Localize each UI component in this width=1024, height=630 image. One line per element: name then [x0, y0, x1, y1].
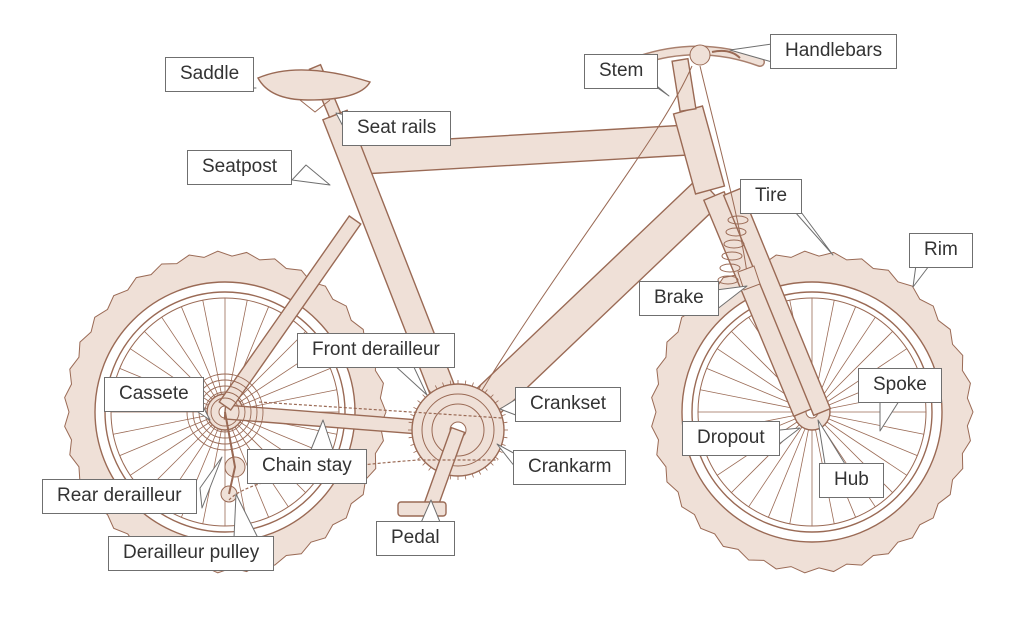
crankset: [398, 380, 508, 516]
label-derailleur-pulley: Derailleur pulley: [108, 536, 274, 571]
label-rear-derailleur: Rear derailleur: [42, 479, 197, 514]
label-dropout: Dropout: [682, 421, 780, 456]
label-hub: Hub: [819, 463, 884, 498]
label-tire: Tire: [740, 179, 802, 214]
seatpost-saddle: [258, 65, 370, 118]
label-spoke: Spoke: [858, 368, 942, 403]
label-chain-stay: Chain stay: [247, 449, 367, 484]
bicycle-parts-diagram: Saddle Seat rails Seatpost Stem Handlebars Ti…: [0, 0, 1024, 630]
label-brake: Brake: [639, 281, 719, 316]
label-rim: Rim: [909, 233, 973, 268]
label-pedal: Pedal: [376, 521, 455, 556]
label-seat-rails: Seat rails: [342, 111, 451, 146]
label-crankarm: Crankarm: [513, 450, 626, 485]
label-crankset: Crankset: [515, 387, 621, 422]
label-cassette: Cassete: [104, 377, 204, 412]
label-saddle: Saddle: [165, 57, 254, 92]
label-seatpost: Seatpost: [187, 150, 292, 185]
label-handlebars: Handlebars: [770, 34, 897, 69]
label-front-derailleur: Front derailleur: [297, 333, 455, 368]
label-stem: Stem: [584, 54, 658, 89]
